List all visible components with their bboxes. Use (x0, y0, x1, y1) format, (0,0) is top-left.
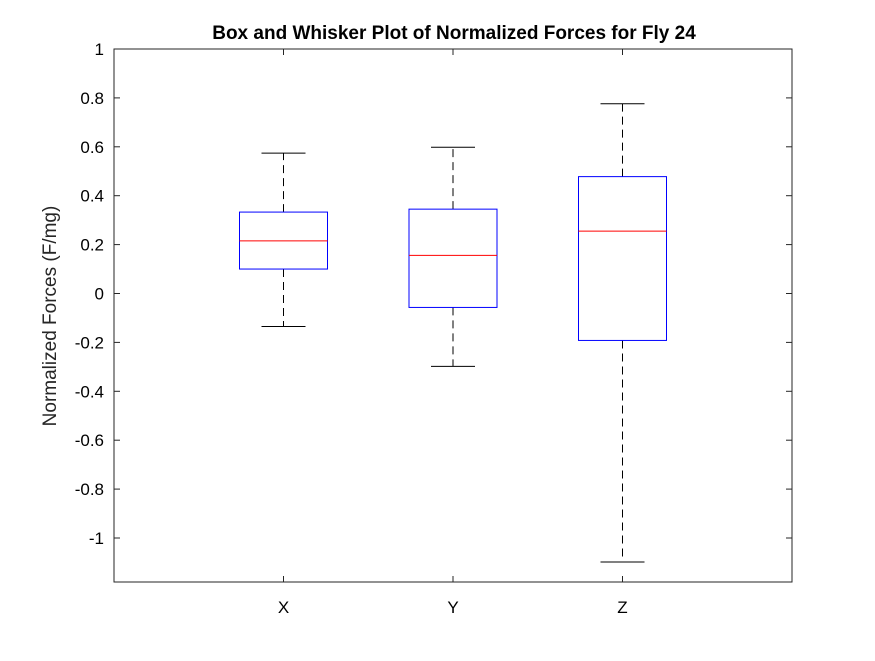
y-tick-label: -0.8 (75, 480, 104, 499)
y-tick-label: 0.2 (80, 236, 104, 255)
y-tick-label: -0.2 (75, 333, 104, 352)
x-tick-label: X (278, 598, 289, 617)
y-tick-label: -0.6 (75, 431, 104, 450)
y-tick-label: -0.4 (75, 382, 104, 401)
y-tick-label: -1 (89, 529, 104, 548)
chart-title: Box and Whisker Plot of Normalized Force… (212, 23, 696, 44)
x-tick-label: Z (617, 598, 627, 617)
box-z (578, 176, 667, 341)
y-tick-label: 0.8 (80, 89, 104, 108)
plot-area: 1 0.8 0.6 0.4 0.2 0 -0.2 -0.4 -0.6 -0.8 -1 X Y Z (75, 40, 793, 617)
y-axis-label: Normalized Forces (F/mg) (40, 206, 61, 427)
y-tick-label: 1 (95, 40, 104, 59)
y-tick-label: 0.4 (80, 187, 104, 206)
axes-frame (113, 48, 793, 583)
x-tick-label: Y (447, 598, 458, 617)
box-y (408, 208, 498, 308)
y-tick-label: 0.6 (80, 138, 104, 157)
y-tick-label: 0 (95, 284, 104, 303)
